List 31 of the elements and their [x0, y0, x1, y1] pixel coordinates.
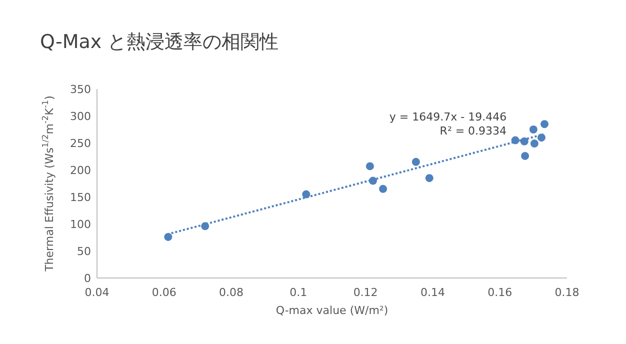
point	[530, 140, 538, 148]
point	[366, 162, 374, 170]
point	[412, 158, 420, 166]
point	[540, 120, 549, 128]
x-tick-label: 0.04	[84, 286, 110, 299]
x-tick-label: 0.14	[420, 286, 445, 299]
point	[164, 232, 172, 241]
point	[379, 184, 388, 193]
x-axis-title: Q-max value (W/m²)	[276, 304, 388, 317]
y-tick-label: 50	[77, 245, 91, 258]
y-tick-label: 250	[70, 137, 91, 150]
y-tick-label: 150	[70, 191, 91, 204]
x-tick-label: 0.06	[152, 286, 176, 299]
point	[302, 190, 310, 198]
x-tick-label: 0.08	[219, 286, 244, 299]
x-tick-label: 0.1	[290, 286, 308, 299]
annotation: R² = 0.9334	[440, 124, 507, 138]
chart-title: Q-Max と熱浸透率の相関性	[40, 31, 279, 53]
point	[537, 134, 546, 142]
annotation: y = 1649.7x - 19.446	[389, 110, 507, 124]
x-tick-label: 0.18	[554, 286, 580, 299]
y-tick-label: 200	[70, 164, 91, 177]
y-tick-label: 0	[84, 272, 91, 285]
x-tick-label: 0.16	[488, 286, 512, 299]
y-tick-label: 300	[70, 110, 91, 123]
point	[425, 174, 434, 182]
point	[529, 126, 538, 134]
y-tick-label: 100	[70, 218, 91, 231]
point	[521, 152, 530, 160]
y-tick-label: 350	[70, 83, 91, 96]
x-tick-label: 0.12	[353, 286, 378, 299]
